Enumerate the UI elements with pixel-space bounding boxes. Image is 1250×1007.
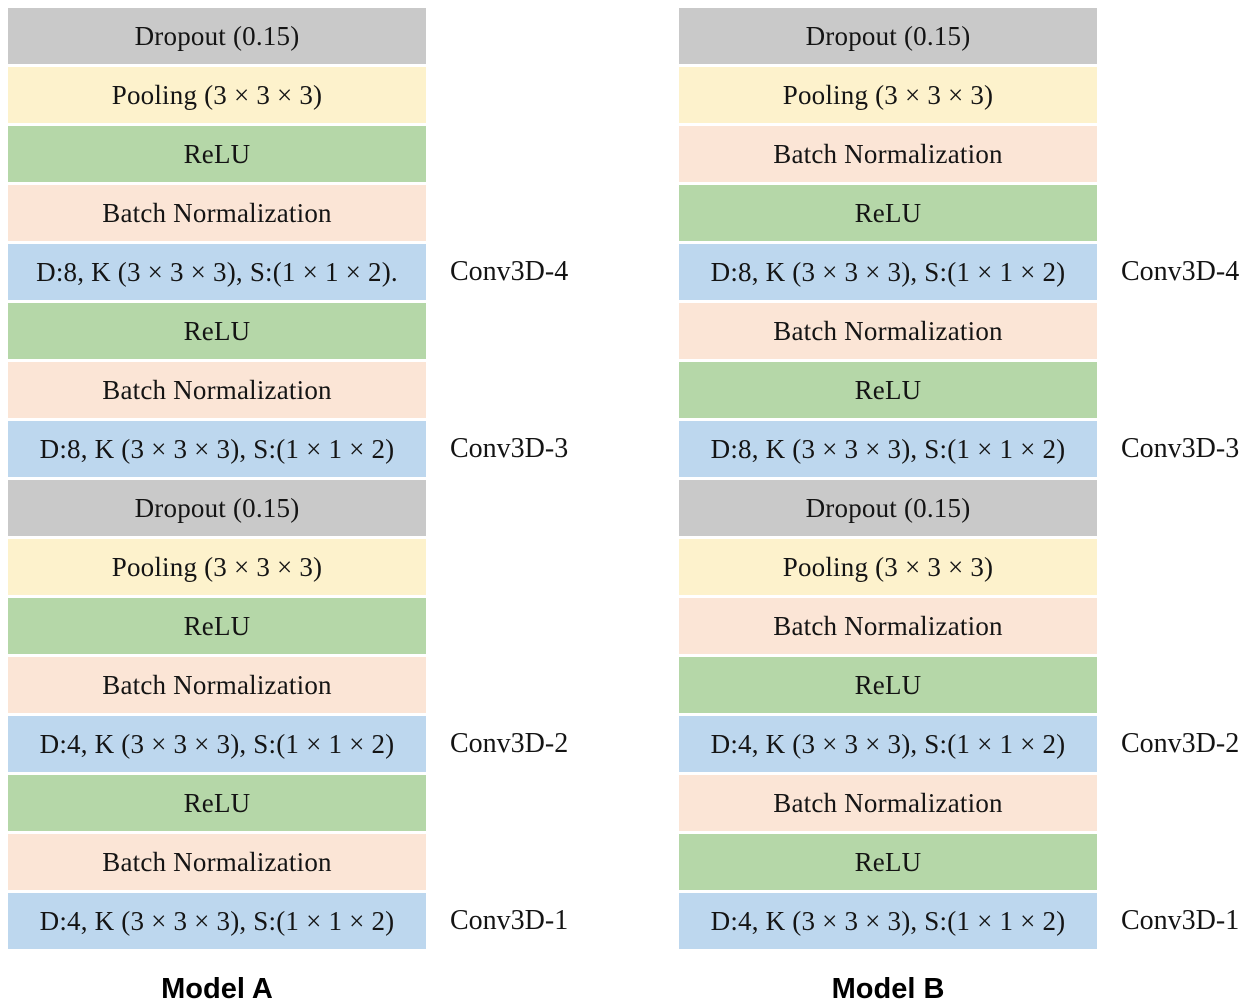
layer-block-dropout: Dropout (0.15) <box>8 480 426 536</box>
layer-row: D:8, K (3 × 3 × 3), S:(1 × 1 × 2) Conv3D… <box>679 421 1250 477</box>
layer-block-conv3d-1: D:4, K (3 × 3 × 3), S:(1 × 1 × 2) <box>8 893 426 949</box>
layer-block-dropout: Dropout (0.15) <box>679 8 1097 64</box>
layer-row: ReLU <box>679 834 1250 890</box>
layer-block-relu: ReLU <box>8 303 426 359</box>
conv-layer-tag: Conv3D-4 <box>1121 256 1240 287</box>
layer-row: D:4, K (3 × 3 × 3), S:(1 × 1 × 2) Conv3D… <box>8 893 679 949</box>
layer-row: Batch Normalization <box>679 126 1250 182</box>
layer-row: Pooling (3 × 3 × 3) <box>679 67 1250 123</box>
layer-row: ReLU <box>679 185 1250 241</box>
layer-row: Batch Normalization <box>679 598 1250 654</box>
layer-block-relu: ReLU <box>679 362 1097 418</box>
layer-block-relu: ReLU <box>8 775 426 831</box>
layer-block-batchnorm: Batch Normalization <box>679 598 1097 654</box>
layer-block-batchnorm: Batch Normalization <box>679 303 1097 359</box>
conv-layer-tag: Conv3D-3 <box>1121 433 1240 464</box>
conv-layer-tag: Conv3D-1 <box>450 905 569 936</box>
layer-row: D:8, K (3 × 3 × 3), S:(1 × 1 × 2) Conv3D… <box>8 421 679 477</box>
layer-row: Batch Normalization <box>8 657 679 713</box>
layer-row: D:4, K (3 × 3 × 3), S:(1 × 1 × 2) Conv3D… <box>679 893 1250 949</box>
layer-block-relu: ReLU <box>679 834 1097 890</box>
layer-block-pooling: Pooling (3 × 3 × 3) <box>8 539 426 595</box>
conv-layer-tag: Conv3D-2 <box>1121 728 1240 759</box>
layer-row: ReLU <box>679 362 1250 418</box>
layer-row: Dropout (0.15) <box>8 480 679 536</box>
layer-block-relu: ReLU <box>679 657 1097 713</box>
layer-block-batchnorm: Batch Normalization <box>679 126 1097 182</box>
layer-block-relu: ReLU <box>8 598 426 654</box>
layer-row: Batch Normalization <box>8 185 679 241</box>
layer-block-conv3d-1: D:4, K (3 × 3 × 3), S:(1 × 1 × 2) <box>679 893 1097 949</box>
model-b-column: Dropout (0.15) Pooling (3 × 3 × 3) Batch… <box>679 8 1250 1006</box>
layer-row: ReLU <box>8 775 679 831</box>
conv-layer-tag: Conv3D-1 <box>1121 905 1240 936</box>
layer-block-dropout: Dropout (0.15) <box>679 480 1097 536</box>
layer-row: ReLU <box>8 126 679 182</box>
layer-block-relu: ReLU <box>679 185 1097 241</box>
layer-row: ReLU <box>8 303 679 359</box>
layer-block-conv3d-2: D:4, K (3 × 3 × 3), S:(1 × 1 × 2) <box>679 716 1097 772</box>
conv-layer-tag: Conv3D-4 <box>450 256 569 287</box>
conv-layer-tag: Conv3D-2 <box>450 728 569 759</box>
layer-block-pooling: Pooling (3 × 3 × 3) <box>8 67 426 123</box>
layer-row: ReLU <box>8 598 679 654</box>
layer-block-conv3d-2: D:4, K (3 × 3 × 3), S:(1 × 1 × 2) <box>8 716 426 772</box>
layer-block-batchnorm: Batch Normalization <box>8 185 426 241</box>
layer-block-relu: ReLU <box>8 126 426 182</box>
layer-block-batchnorm: Batch Normalization <box>8 834 426 890</box>
layer-row: Pooling (3 × 3 × 3) <box>8 67 679 123</box>
layer-block-batchnorm: Batch Normalization <box>8 362 426 418</box>
layer-row: Dropout (0.15) <box>8 8 679 64</box>
layer-row: Pooling (3 × 3 × 3) <box>8 539 679 595</box>
model-a-column: Dropout (0.15) Pooling (3 × 3 × 3) ReLU … <box>8 8 679 1006</box>
model-b-layer-stack: Dropout (0.15) Pooling (3 × 3 × 3) Batch… <box>679 8 1250 952</box>
model-a-title: Model A <box>161 973 273 1005</box>
layer-block-conv3d-3: D:8, K (3 × 3 × 3), S:(1 × 1 × 2) <box>8 421 426 477</box>
layer-block-dropout: Dropout (0.15) <box>8 8 426 64</box>
conv-layer-tag: Conv3D-3 <box>450 433 569 464</box>
layer-row: Dropout (0.15) <box>679 8 1250 64</box>
layer-row: D:4, K (3 × 3 × 3), S:(1 × 1 × 2) Conv3D… <box>679 716 1250 772</box>
layer-block-batchnorm: Batch Normalization <box>679 775 1097 831</box>
layer-row: Batch Normalization <box>8 834 679 890</box>
layer-row: D:8, K (3 × 3 × 3), S:(1 × 1 × 2). Conv3… <box>8 244 679 300</box>
layer-block-batchnorm: Batch Normalization <box>8 657 426 713</box>
layer-row: Dropout (0.15) <box>679 480 1250 536</box>
layer-block-conv3d-4: D:8, K (3 × 3 × 3), S:(1 × 1 × 2). <box>8 244 426 300</box>
layer-row: D:8, K (3 × 3 × 3), S:(1 × 1 × 2) Conv3D… <box>679 244 1250 300</box>
layer-row: Pooling (3 × 3 × 3) <box>679 539 1250 595</box>
model-a-layer-stack: Dropout (0.15) Pooling (3 × 3 × 3) ReLU … <box>8 8 679 952</box>
layer-row: Batch Normalization <box>8 362 679 418</box>
layer-block-pooling: Pooling (3 × 3 × 3) <box>679 539 1097 595</box>
layer-row: Batch Normalization <box>679 303 1250 359</box>
layer-block-conv3d-3: D:8, K (3 × 3 × 3), S:(1 × 1 × 2) <box>679 421 1097 477</box>
model-b-title: Model B <box>831 973 945 1005</box>
layer-block-pooling: Pooling (3 × 3 × 3) <box>679 67 1097 123</box>
layer-row: Batch Normalization <box>679 775 1250 831</box>
layer-block-conv3d-4: D:8, K (3 × 3 × 3), S:(1 × 1 × 2) <box>679 244 1097 300</box>
layer-row: D:4, K (3 × 3 × 3), S:(1 × 1 × 2) Conv3D… <box>8 716 679 772</box>
layer-row: ReLU <box>679 657 1250 713</box>
